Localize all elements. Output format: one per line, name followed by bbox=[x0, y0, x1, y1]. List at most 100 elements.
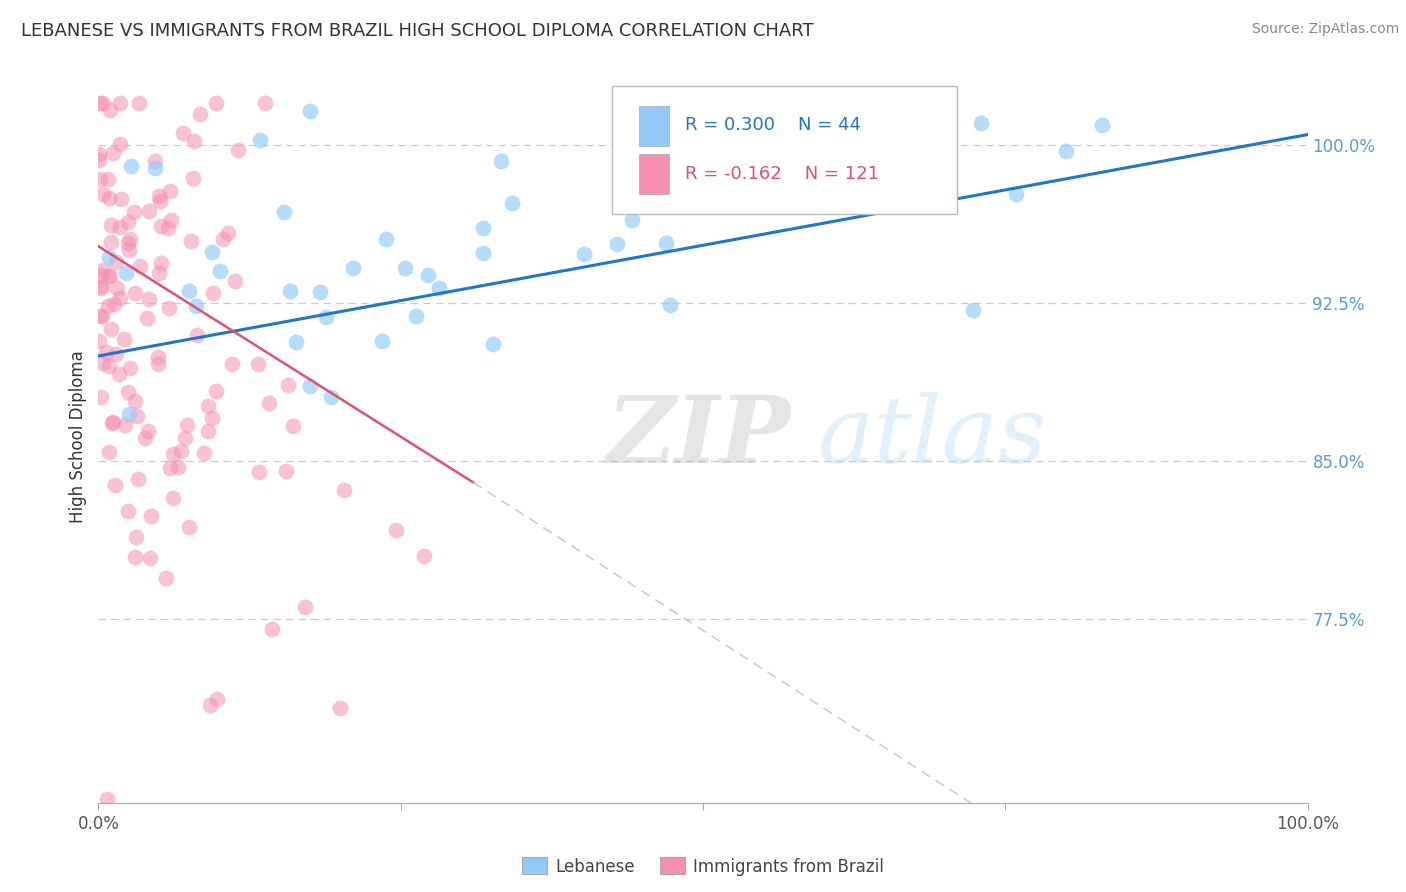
Y-axis label: High School Diploma: High School Diploma bbox=[69, 351, 87, 524]
Point bbox=[262, 622, 284, 636]
Point bbox=[299, 378, 322, 392]
Point bbox=[159, 301, 181, 315]
Point bbox=[160, 213, 183, 227]
Point bbox=[309, 285, 332, 300]
Point bbox=[606, 237, 628, 252]
Point bbox=[155, 571, 177, 585]
Point bbox=[209, 264, 232, 278]
Point bbox=[124, 285, 146, 300]
Point bbox=[91, 356, 114, 370]
Point bbox=[1004, 187, 1026, 202]
Text: R = 0.300    N = 44: R = 0.300 N = 44 bbox=[685, 117, 860, 135]
Point bbox=[117, 385, 139, 400]
Point bbox=[100, 218, 122, 232]
Point bbox=[136, 424, 159, 438]
Point bbox=[170, 444, 193, 458]
Point bbox=[162, 491, 184, 505]
Point bbox=[394, 260, 416, 275]
Point bbox=[124, 394, 146, 409]
Point bbox=[101, 415, 124, 429]
Point bbox=[124, 204, 146, 219]
Point bbox=[186, 328, 208, 343]
Point bbox=[278, 284, 301, 298]
Point bbox=[97, 250, 120, 264]
Point bbox=[112, 332, 135, 346]
Point bbox=[298, 103, 321, 118]
Point bbox=[224, 274, 246, 288]
Point bbox=[742, 101, 765, 115]
Point bbox=[134, 431, 156, 445]
Point bbox=[418, 268, 440, 283]
Point bbox=[247, 465, 270, 479]
Point bbox=[139, 551, 162, 566]
Text: R = -0.162    N = 121: R = -0.162 N = 121 bbox=[685, 165, 879, 183]
Point bbox=[472, 221, 495, 235]
Point bbox=[87, 153, 110, 167]
Point bbox=[98, 191, 121, 205]
Point bbox=[969, 116, 991, 130]
Point bbox=[94, 344, 117, 359]
Point bbox=[114, 417, 136, 432]
Point bbox=[89, 146, 111, 161]
Point bbox=[100, 322, 122, 336]
Point bbox=[763, 103, 786, 117]
Text: atlas: atlas bbox=[818, 392, 1047, 482]
Point bbox=[90, 281, 112, 295]
Point bbox=[101, 145, 124, 160]
Point bbox=[90, 390, 112, 404]
Point bbox=[100, 235, 122, 249]
Point bbox=[276, 464, 298, 478]
Point bbox=[183, 134, 205, 148]
Point bbox=[319, 390, 342, 404]
Point bbox=[294, 600, 316, 615]
Point bbox=[184, 300, 207, 314]
Point bbox=[413, 549, 436, 563]
Point bbox=[188, 107, 211, 121]
Point bbox=[489, 153, 512, 168]
Point bbox=[98, 444, 121, 458]
Point bbox=[177, 284, 200, 298]
Point bbox=[143, 161, 166, 175]
Point bbox=[87, 334, 110, 348]
Point bbox=[89, 309, 111, 323]
Point bbox=[148, 266, 170, 280]
Point bbox=[115, 266, 138, 280]
Point bbox=[197, 399, 219, 413]
Point bbox=[117, 215, 139, 229]
Point bbox=[159, 460, 181, 475]
Point bbox=[257, 396, 280, 410]
Point bbox=[105, 281, 128, 295]
Point bbox=[221, 357, 243, 371]
Point bbox=[96, 172, 118, 186]
Point bbox=[204, 384, 226, 398]
Point bbox=[108, 136, 131, 151]
Point bbox=[128, 95, 150, 110]
Point bbox=[179, 519, 201, 533]
Point bbox=[100, 103, 122, 118]
FancyBboxPatch shape bbox=[613, 86, 957, 214]
Point bbox=[96, 791, 118, 805]
Point bbox=[204, 95, 226, 110]
Point bbox=[162, 447, 184, 461]
Point bbox=[89, 172, 111, 186]
Point bbox=[193, 446, 215, 460]
Point bbox=[333, 483, 356, 498]
Point bbox=[929, 132, 952, 146]
Point bbox=[98, 359, 121, 374]
Bar bbox=[638, 154, 669, 194]
Point bbox=[1054, 145, 1077, 159]
Point bbox=[98, 269, 121, 284]
Point bbox=[198, 698, 221, 712]
Point bbox=[183, 171, 205, 186]
Point bbox=[621, 213, 644, 227]
Point bbox=[127, 409, 149, 423]
Point bbox=[226, 143, 249, 157]
Point bbox=[117, 503, 139, 517]
Point bbox=[124, 530, 146, 544]
Point bbox=[254, 95, 277, 110]
Text: LEBANESE VS IMMIGRANTS FROM BRAZIL HIGH SCHOOL DIPLOMA CORRELATION CHART: LEBANESE VS IMMIGRANTS FROM BRAZIL HIGH … bbox=[21, 22, 814, 40]
Point bbox=[120, 159, 142, 173]
Point bbox=[124, 550, 146, 565]
Point bbox=[472, 245, 495, 260]
Point bbox=[172, 126, 194, 140]
